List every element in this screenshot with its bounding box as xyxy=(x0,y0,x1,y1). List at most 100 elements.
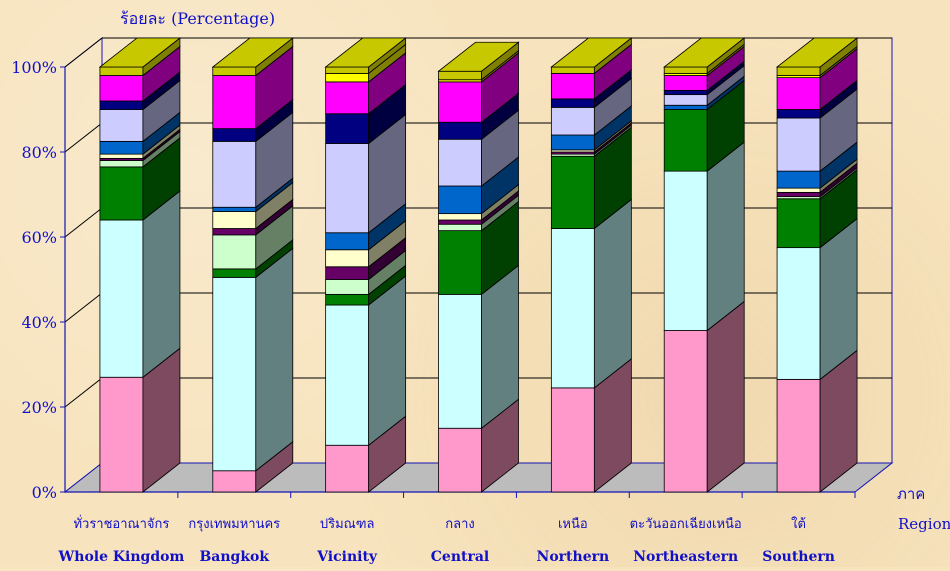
y-tick-label: 100% xyxy=(11,58,57,77)
bar-segment-side xyxy=(593,198,632,389)
bar-segment xyxy=(325,143,370,234)
bar-segment xyxy=(438,138,482,187)
bar-segment xyxy=(99,100,144,110)
bar-group xyxy=(550,37,633,493)
bar-segment xyxy=(550,155,595,229)
bar-segment xyxy=(212,228,257,236)
bar-segment xyxy=(438,81,482,123)
bar-segment xyxy=(776,109,821,119)
bar-segment xyxy=(325,81,370,115)
bar-segment xyxy=(438,70,482,81)
category-label-en: Northeastern xyxy=(633,549,738,565)
bar-group xyxy=(211,37,294,493)
bar-segment xyxy=(776,117,821,172)
bar-segment xyxy=(438,219,482,225)
bar-segment xyxy=(776,187,821,193)
gridline-diagonal xyxy=(64,122,103,153)
gridline-diagonal xyxy=(64,207,103,238)
bar-segment xyxy=(663,94,708,106)
bar-segment xyxy=(325,304,370,446)
bar-segment xyxy=(663,330,708,493)
bar-segment xyxy=(325,279,370,295)
bar-group xyxy=(98,37,182,493)
bar-group xyxy=(775,37,859,493)
bar-segment xyxy=(550,72,595,100)
bar-segment xyxy=(550,134,595,151)
bar-top xyxy=(98,37,182,68)
bar-top xyxy=(663,37,746,68)
category-label-th: ใต้ xyxy=(791,516,806,532)
bar-segment xyxy=(776,77,821,110)
y-tick-label: 80% xyxy=(21,143,57,162)
gridline-diagonal xyxy=(64,37,103,68)
bar-segment xyxy=(212,470,257,493)
category-label-en: Vicinity xyxy=(316,549,378,565)
bar-segment xyxy=(212,276,257,472)
bar-segment xyxy=(550,106,595,136)
bar-segment xyxy=(212,140,257,208)
category-label-en: Whole Kingdom xyxy=(58,549,185,565)
bar-group xyxy=(324,37,407,493)
bar-group xyxy=(663,37,746,493)
bar-top xyxy=(437,41,520,72)
bar-segment xyxy=(438,223,482,232)
bar-segment xyxy=(99,140,144,155)
bar-segment xyxy=(776,247,821,380)
bar-segment xyxy=(776,378,821,493)
category-label-en: Southern xyxy=(762,549,835,565)
bar-segment xyxy=(325,232,370,251)
bar-segment xyxy=(663,104,708,110)
bar-segment-side xyxy=(706,141,745,332)
category-label-th: ทั่วราชอาณาจักร xyxy=(73,515,169,532)
bar-segment xyxy=(212,234,257,270)
bar-segment xyxy=(550,98,595,108)
x-axis-title-th: ภาค xyxy=(897,485,925,503)
bar-segment-side xyxy=(142,190,181,379)
bar-segment xyxy=(99,153,144,159)
bar-segment-side xyxy=(368,275,407,447)
bar-segment xyxy=(99,109,144,142)
bar-segment-side xyxy=(706,300,745,493)
x-axis-title-en: Region xyxy=(898,515,950,533)
bar-segment xyxy=(212,128,257,142)
side-wall xyxy=(64,36,103,494)
bar-segment-side xyxy=(255,247,294,472)
category-label-en: Central xyxy=(431,549,489,565)
bar-segment xyxy=(325,113,370,144)
bar-segment xyxy=(325,66,370,74)
bar-segment xyxy=(99,66,144,76)
category-label-en: Bangkok xyxy=(199,549,269,565)
bar-segment xyxy=(325,293,370,306)
bar-segment xyxy=(325,249,370,268)
bar-segment xyxy=(99,376,144,493)
bar-segment xyxy=(550,66,595,74)
bar-group xyxy=(437,41,520,493)
bar-segment xyxy=(776,66,821,76)
bar-segment xyxy=(550,387,595,493)
bar-segment xyxy=(438,293,482,429)
bar-segment xyxy=(663,109,708,172)
bar-segment xyxy=(212,206,257,212)
bar-segment xyxy=(776,198,821,249)
y-tick-label: 40% xyxy=(21,313,57,332)
bar-top xyxy=(324,37,407,68)
bar-segment xyxy=(663,89,708,96)
category-label-th: ปริมณฑล xyxy=(320,517,375,532)
y-tick-label: 60% xyxy=(21,228,57,247)
category-label-th: ตะวันออกเฉียงเหนือ xyxy=(630,516,742,532)
category-label-en: Northern xyxy=(537,549,610,565)
bar-segment xyxy=(212,211,257,229)
bar-segment xyxy=(776,191,821,198)
bar-segment xyxy=(438,213,482,221)
bar-segment xyxy=(325,266,370,280)
bar-segment xyxy=(438,185,482,215)
bar-segment xyxy=(212,66,257,76)
bar-segment xyxy=(212,268,257,278)
bar-segment xyxy=(325,72,370,83)
y-tick-label: 0% xyxy=(32,483,57,502)
bar-segment xyxy=(99,160,144,168)
bar-top xyxy=(775,37,859,68)
y-tick-label: 20% xyxy=(21,398,57,417)
